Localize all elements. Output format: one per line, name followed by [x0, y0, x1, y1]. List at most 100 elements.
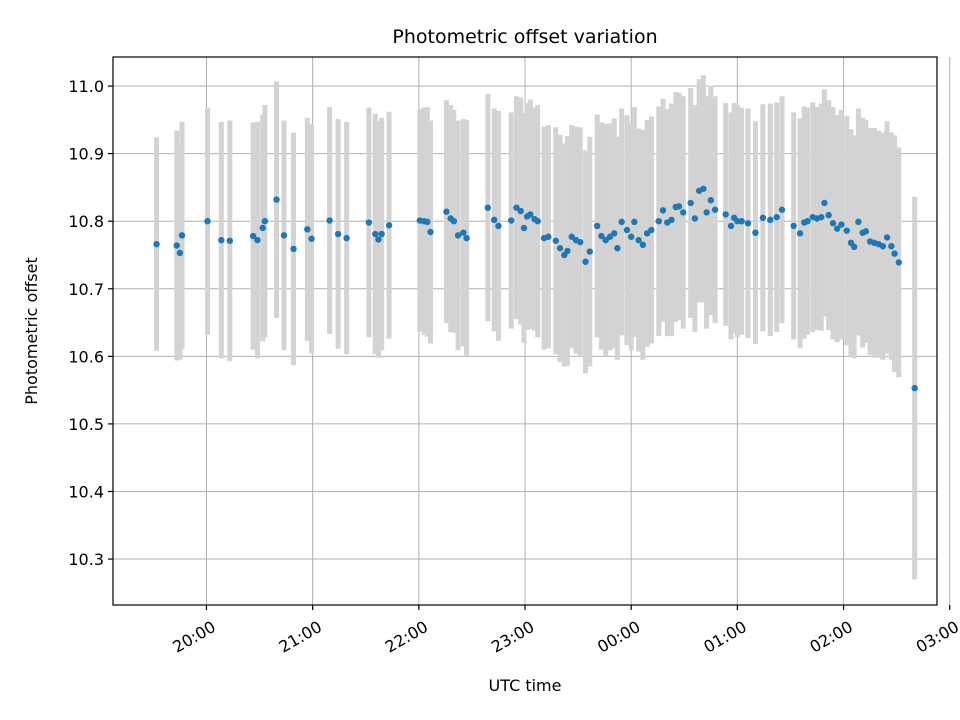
data-point — [484, 204, 492, 211]
y-tick-label: 10.7 — [68, 280, 104, 299]
data-point — [343, 234, 350, 242]
data-point — [829, 220, 837, 227]
data-point — [618, 218, 625, 226]
data-point — [623, 226, 631, 234]
x-tick-label: 01:00 — [700, 617, 749, 657]
y-axis-ticks: 10.3 10.4 10.5 10.6 10.7 10.8 10.9 11.0 — [68, 77, 113, 569]
y-tick-label: 10.6 — [68, 347, 104, 366]
data-point — [727, 222, 735, 230]
data-point — [703, 209, 710, 216]
data-point — [631, 218, 638, 226]
data-point — [738, 217, 745, 225]
data-point — [254, 236, 261, 244]
data-point — [614, 245, 621, 252]
data-point — [450, 217, 458, 225]
data-point — [895, 259, 902, 266]
data-point — [463, 234, 470, 242]
data-point — [273, 196, 280, 203]
data-point — [711, 206, 719, 213]
data-points — [153, 185, 918, 392]
data-point — [365, 219, 373, 226]
data-point — [308, 235, 315, 242]
data-point — [759, 214, 767, 222]
data-point — [226, 237, 234, 244]
data-point — [178, 232, 186, 239]
data-point — [424, 218, 431, 226]
data-point — [722, 211, 729, 218]
data-point — [883, 234, 891, 241]
x-axis-label: UTC time — [489, 676, 562, 695]
data-point — [911, 384, 918, 392]
data-point — [249, 232, 257, 240]
data-point — [790, 222, 797, 230]
x-tick-label: 23:00 — [488, 617, 537, 657]
data-point — [821, 199, 828, 207]
data-point — [850, 243, 858, 251]
data-point — [491, 216, 498, 224]
data-point — [290, 245, 297, 253]
data-point — [627, 233, 635, 240]
data-point — [378, 230, 385, 238]
data-point — [796, 230, 804, 237]
data-point — [460, 229, 467, 236]
x-tick-label: 02:00 — [807, 617, 856, 657]
y-tick-label: 11.0 — [68, 77, 104, 96]
data-point — [385, 222, 393, 229]
data-point — [582, 258, 589, 265]
errorbars — [154, 75, 918, 580]
data-point — [767, 216, 774, 224]
data-point — [659, 207, 667, 214]
data-point — [804, 217, 811, 225]
data-point — [261, 217, 269, 225]
x-tick-label: 22:00 — [382, 617, 431, 657]
data-point — [598, 232, 605, 240]
data-point — [507, 217, 515, 224]
data-point — [687, 199, 694, 207]
data-point — [891, 250, 898, 257]
data-point — [833, 225, 841, 232]
data-point — [888, 242, 895, 250]
data-point — [752, 229, 759, 236]
y-tick-label: 10.3 — [68, 550, 104, 569]
data-point — [594, 222, 601, 230]
data-point — [610, 230, 618, 237]
data-point — [495, 222, 502, 230]
data-point — [204, 217, 211, 225]
data-point — [375, 236, 382, 243]
y-tick-label: 10.9 — [68, 145, 104, 164]
y-tick-label: 10.4 — [68, 482, 104, 501]
data-point — [707, 197, 715, 204]
data-point — [675, 203, 683, 210]
y-tick-label: 10.8 — [68, 212, 104, 231]
data-point — [556, 245, 564, 252]
x-tick-label: 21:00 — [276, 617, 325, 657]
data-point — [545, 233, 552, 240]
data-point — [838, 221, 845, 228]
y-axis-label: Photometric offset — [22, 257, 41, 405]
data-point — [843, 227, 850, 234]
data-point — [427, 228, 434, 236]
data-point — [700, 185, 707, 192]
data-point — [527, 211, 534, 218]
data-point — [744, 220, 752, 227]
data-point — [326, 217, 333, 224]
data-point — [173, 242, 180, 249]
data-point — [564, 247, 571, 255]
x-tick-label: 03:00 — [913, 617, 960, 657]
data-point — [655, 217, 662, 225]
data-point — [680, 209, 687, 216]
x-axis-ticks: 20:00 21:00 22:00 23:00 00:00 01:00 02:00 03:00 — [169, 605, 960, 657]
data-point — [648, 226, 655, 234]
data-point — [577, 238, 584, 246]
x-tick-label: 00:00 — [594, 617, 643, 657]
data-point — [862, 228, 870, 235]
data-point — [552, 237, 559, 244]
data-point — [334, 230, 342, 238]
x-tick-label: 20:00 — [169, 617, 218, 657]
data-point — [304, 226, 311, 233]
data-point — [259, 224, 266, 232]
chart-title: Photometric offset variation — [392, 26, 657, 48]
data-point — [773, 213, 780, 221]
data-point — [520, 224, 528, 232]
data-point — [443, 208, 450, 215]
